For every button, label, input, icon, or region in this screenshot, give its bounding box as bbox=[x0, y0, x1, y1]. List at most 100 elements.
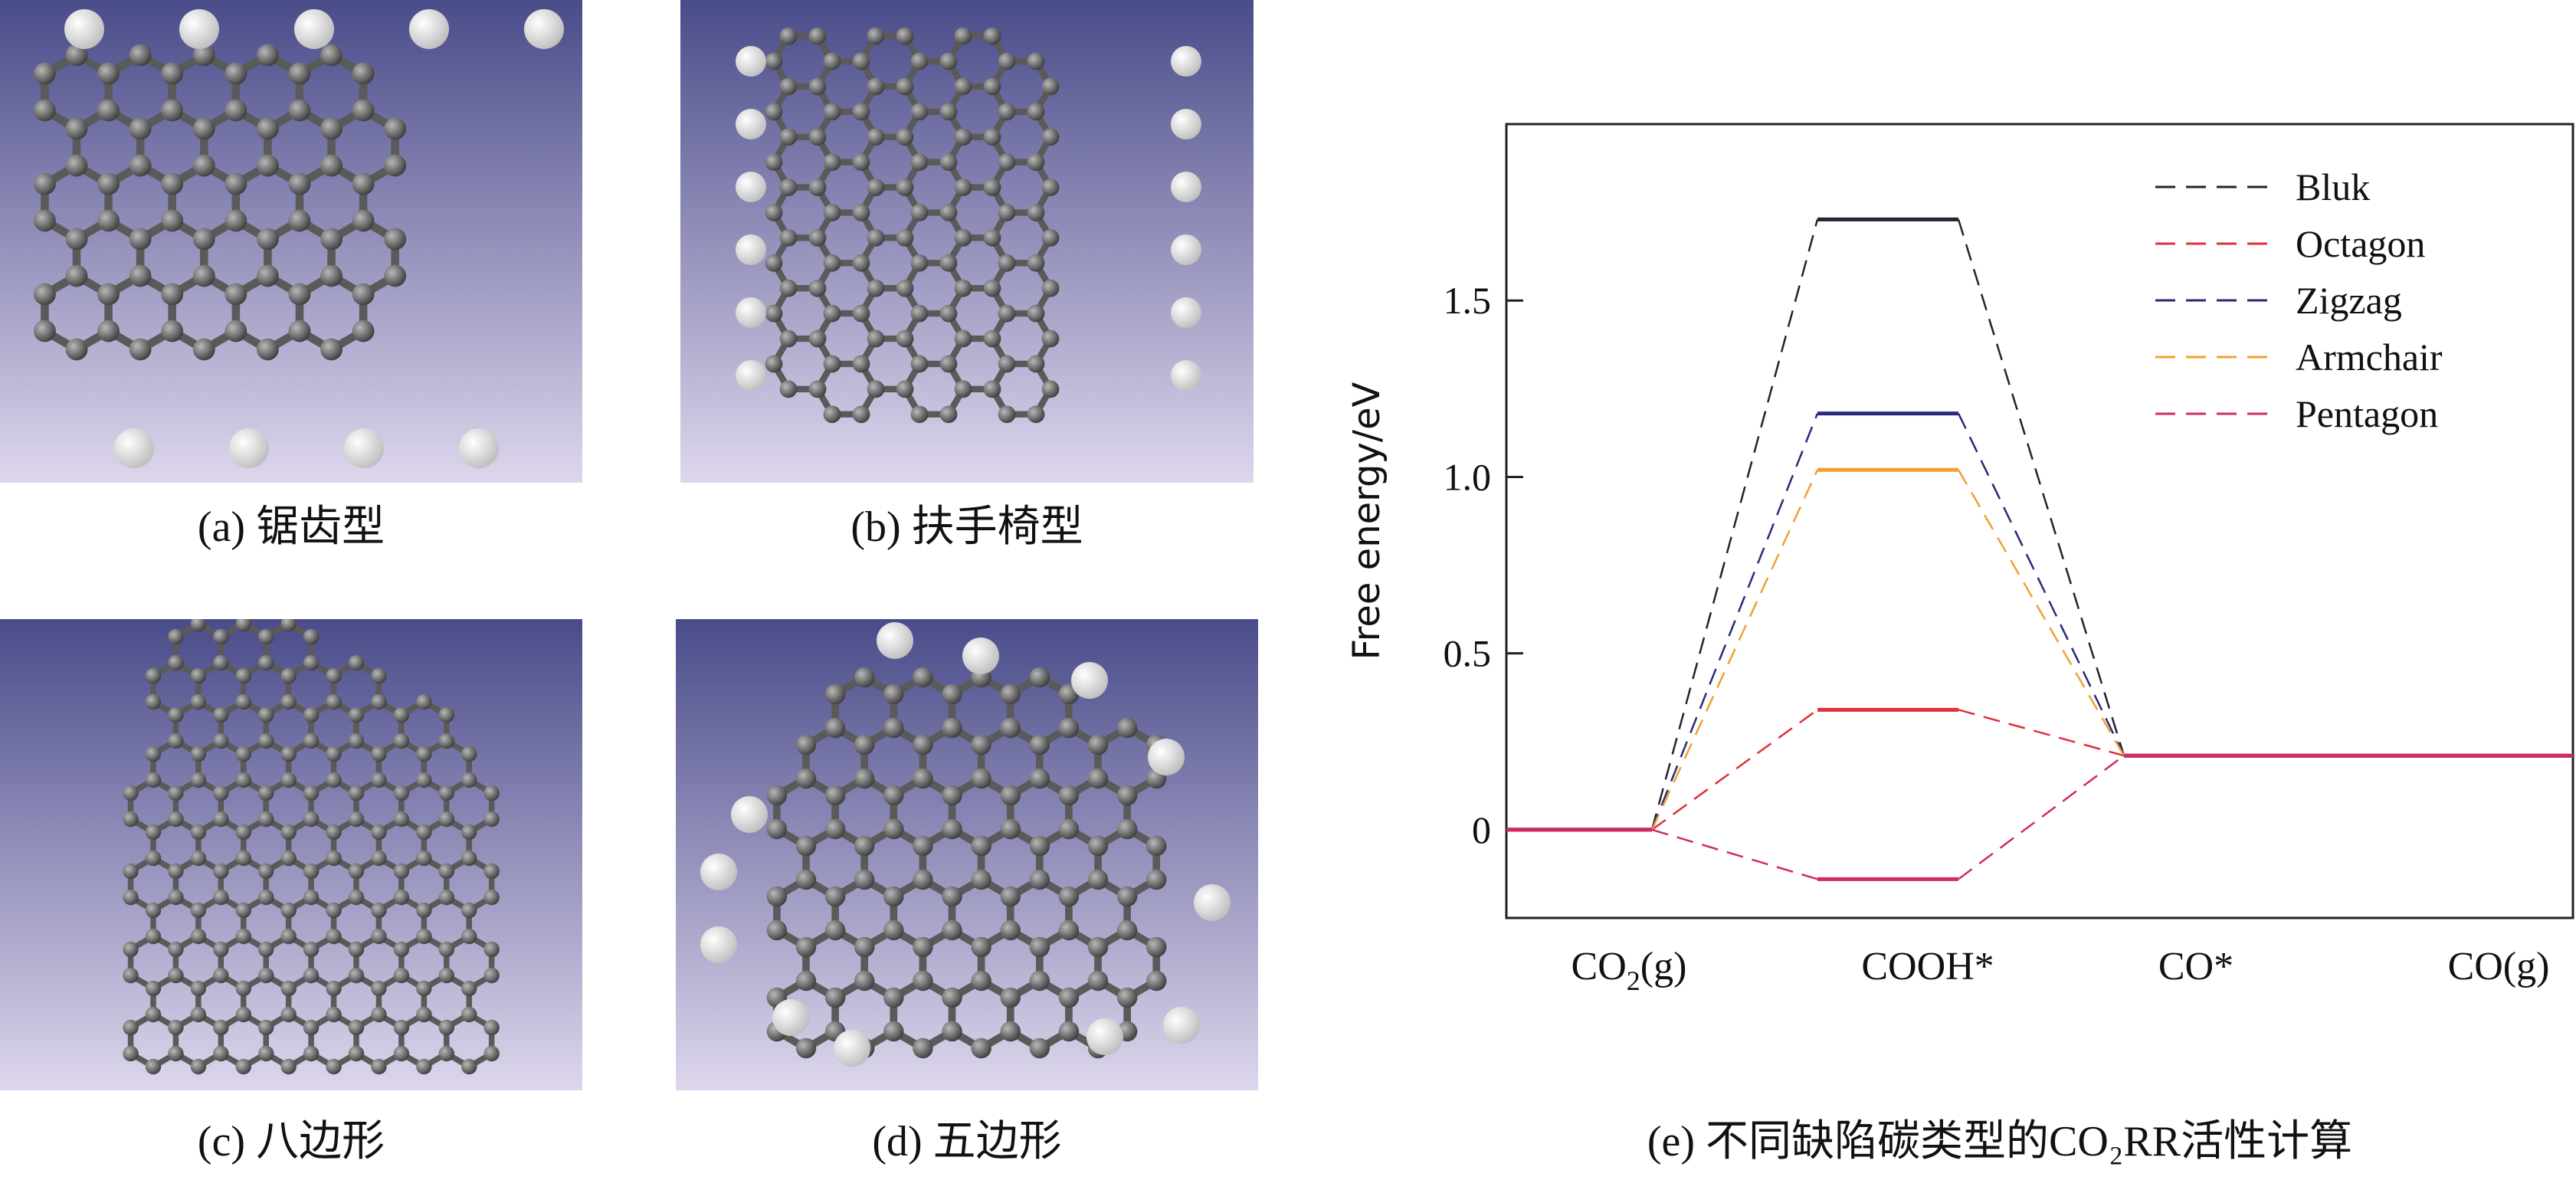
carbon-atom bbox=[954, 228, 972, 247]
carbon-atom bbox=[161, 283, 184, 306]
hydrogen-atom bbox=[736, 109, 766, 139]
carbon-atom bbox=[235, 928, 251, 945]
carbon-atom bbox=[779, 27, 798, 45]
carbon-atom bbox=[867, 329, 885, 348]
carbon-atom bbox=[795, 835, 817, 857]
carbon-atom bbox=[192, 228, 215, 251]
hydrogen-atom bbox=[1148, 739, 1185, 775]
series-zigzag bbox=[1506, 411, 2573, 832]
armchair-molecule-svg bbox=[680, 0, 1254, 483]
carbon-atom bbox=[371, 746, 387, 762]
hydrogen-atom bbox=[700, 854, 737, 890]
carbon-atom bbox=[896, 380, 914, 398]
carbon-atom bbox=[983, 329, 1001, 348]
carbon-atom bbox=[766, 886, 788, 907]
carbon-atom bbox=[1000, 683, 1021, 705]
energy-connector bbox=[1651, 709, 1818, 831]
carbon-atom bbox=[280, 619, 297, 632]
carbon-atom bbox=[867, 179, 885, 196]
carbon-atom bbox=[939, 254, 958, 272]
carbon-atom bbox=[954, 329, 972, 348]
category-label: COOH* bbox=[1861, 945, 1994, 988]
carbon-atom bbox=[939, 304, 958, 323]
carbon-atom bbox=[258, 863, 274, 880]
carbon-atom bbox=[190, 619, 207, 632]
carbon-atom bbox=[942, 919, 962, 941]
hydrogen-atom bbox=[772, 999, 809, 1036]
carbon-atom bbox=[867, 27, 885, 45]
carbon-atom bbox=[257, 154, 279, 177]
carbon-atom bbox=[483, 863, 500, 880]
carbon-atom bbox=[190, 928, 207, 945]
carbon-atom bbox=[779, 329, 798, 348]
hydrogen-atom bbox=[344, 428, 384, 468]
armchair-structure-image bbox=[680, 0, 1254, 483]
carbon-atom bbox=[438, 967, 454, 984]
carbon-atom bbox=[129, 117, 152, 140]
carbon-atom bbox=[910, 153, 929, 172]
caption-b: (b) 扶手椅型 bbox=[850, 503, 1083, 551]
carbon-atom bbox=[213, 733, 229, 749]
carbon-atom bbox=[1000, 818, 1021, 840]
carbon-atom bbox=[998, 103, 1016, 121]
carbon-atom bbox=[280, 1058, 297, 1075]
legend-entry: Octagon bbox=[2296, 222, 2425, 265]
carbon-atom bbox=[326, 824, 342, 841]
carbon-atom bbox=[1000, 717, 1021, 739]
carbon-atom bbox=[998, 254, 1016, 272]
carbon-atom bbox=[1146, 869, 1167, 890]
series-bluk bbox=[1506, 217, 2573, 832]
y-tick-label: 1.5 bbox=[1444, 279, 1492, 322]
carbon-atom bbox=[779, 77, 798, 96]
legend-entry: Pentagon bbox=[2296, 392, 2438, 435]
carbon-atom bbox=[129, 154, 152, 177]
carbon-atom bbox=[1027, 103, 1045, 121]
carbon-atom bbox=[393, 785, 410, 801]
carbon-atom bbox=[939, 355, 958, 373]
carbon-atom bbox=[348, 941, 365, 958]
carbon-atom bbox=[393, 706, 410, 723]
zigzag-molecule-svg bbox=[0, 0, 582, 483]
carbon-atom bbox=[883, 717, 904, 739]
carbon-atom bbox=[1116, 717, 1138, 739]
carbon-atom bbox=[883, 683, 904, 705]
carbon-atom bbox=[280, 928, 297, 945]
legend-entry: Armchair bbox=[2296, 336, 2443, 379]
hydrogen-atoms bbox=[736, 46, 1201, 391]
carbon-atom bbox=[258, 1019, 274, 1036]
carbon-atom bbox=[326, 1006, 342, 1023]
hydrogen-atom bbox=[114, 428, 154, 468]
carbon-atom bbox=[280, 667, 297, 684]
carbon-atom bbox=[123, 1045, 139, 1062]
carbon-atom bbox=[461, 1006, 477, 1023]
carbon-atom bbox=[303, 654, 320, 671]
carbon-atom bbox=[765, 204, 783, 221]
carbon-atom bbox=[303, 863, 320, 880]
carbon-atom bbox=[129, 228, 152, 251]
carbon-atom bbox=[168, 785, 184, 801]
carbon-atom bbox=[168, 733, 184, 749]
carbon-atom bbox=[896, 228, 914, 247]
carbon-atom bbox=[97, 283, 120, 306]
carbon-atom bbox=[1029, 1037, 1050, 1059]
hydrogen-atom bbox=[1171, 360, 1201, 391]
carbon-atom bbox=[808, 279, 827, 297]
carbon-atom bbox=[808, 380, 827, 398]
carbon-atom bbox=[384, 117, 407, 140]
hydrogen-atom bbox=[736, 234, 766, 265]
carbon-atom bbox=[1000, 919, 1021, 941]
carbon-atom bbox=[213, 706, 229, 723]
carbon-atom bbox=[854, 835, 875, 857]
carbon-atom bbox=[795, 936, 817, 958]
octagon-molecule-svg bbox=[0, 619, 582, 1090]
carbon-atom bbox=[1116, 886, 1138, 907]
carbon-atom bbox=[416, 1006, 432, 1023]
carbon-atom bbox=[393, 1045, 410, 1062]
carbon-atom bbox=[235, 1058, 251, 1075]
carbon-atom bbox=[280, 693, 297, 710]
carbon-atom bbox=[34, 320, 56, 343]
carbon-atom bbox=[97, 172, 120, 195]
carbon-atom bbox=[998, 204, 1016, 221]
carbon-atom bbox=[779, 279, 798, 297]
hydrogen-atom bbox=[1171, 109, 1201, 139]
